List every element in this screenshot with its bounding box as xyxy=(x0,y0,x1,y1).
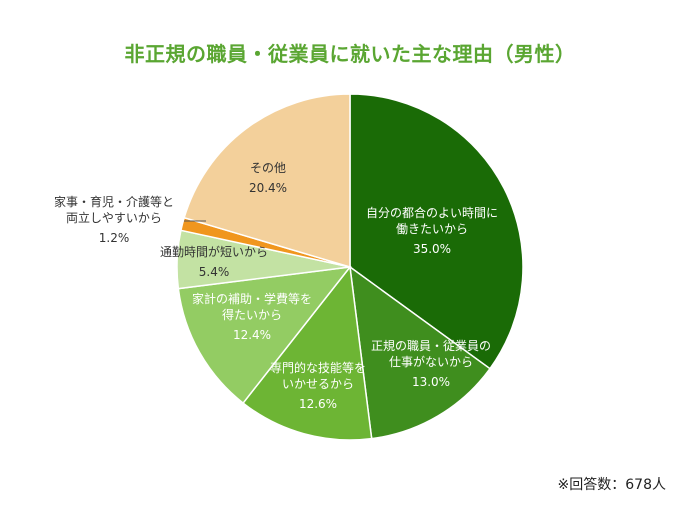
slice-label: いかせるから xyxy=(282,377,354,391)
response-count-note: ※回答数：678人 xyxy=(557,477,666,493)
slice-label: 得たいから xyxy=(222,307,282,322)
pie-slice-3 xyxy=(242,265,373,441)
slice-label: その他 xyxy=(250,161,286,175)
pie-slice-1 xyxy=(349,93,524,370)
slice-label: 正規の職員・従業員の xyxy=(371,338,491,353)
slice-label: 家計の補助・学費等を xyxy=(192,291,312,306)
slice-value-label: 12.4% xyxy=(233,328,271,342)
slice-label: 両立しやすいから xyxy=(66,210,162,225)
slice-label: 家事・育児・介護等と xyxy=(54,194,174,209)
slice-value-label: 5.4% xyxy=(199,265,230,279)
slice-value-label: 13.0% xyxy=(412,375,450,389)
slice-label: 専門的な技能等を xyxy=(270,360,366,375)
pie-slice-2 xyxy=(349,265,492,440)
slice-value-label: 20.4% xyxy=(249,181,287,195)
pie-slice-7 xyxy=(183,93,351,269)
slice-value-label: 12.6% xyxy=(299,397,337,411)
slice-value-label: 1.2% xyxy=(99,231,130,245)
slice-label: 働きたいから xyxy=(396,222,468,236)
chart-title: 非正規の職員・従業員に就いた主な理由（男性） xyxy=(124,42,576,66)
slice-value-label: 35.0% xyxy=(413,242,451,256)
slice-label: 自分の都合のよい時間に xyxy=(366,205,498,220)
slice-label: 仕事がないから xyxy=(389,354,473,369)
slice-label: 通勤時間が短いから xyxy=(160,244,268,259)
pie-slice-4 xyxy=(177,266,352,405)
